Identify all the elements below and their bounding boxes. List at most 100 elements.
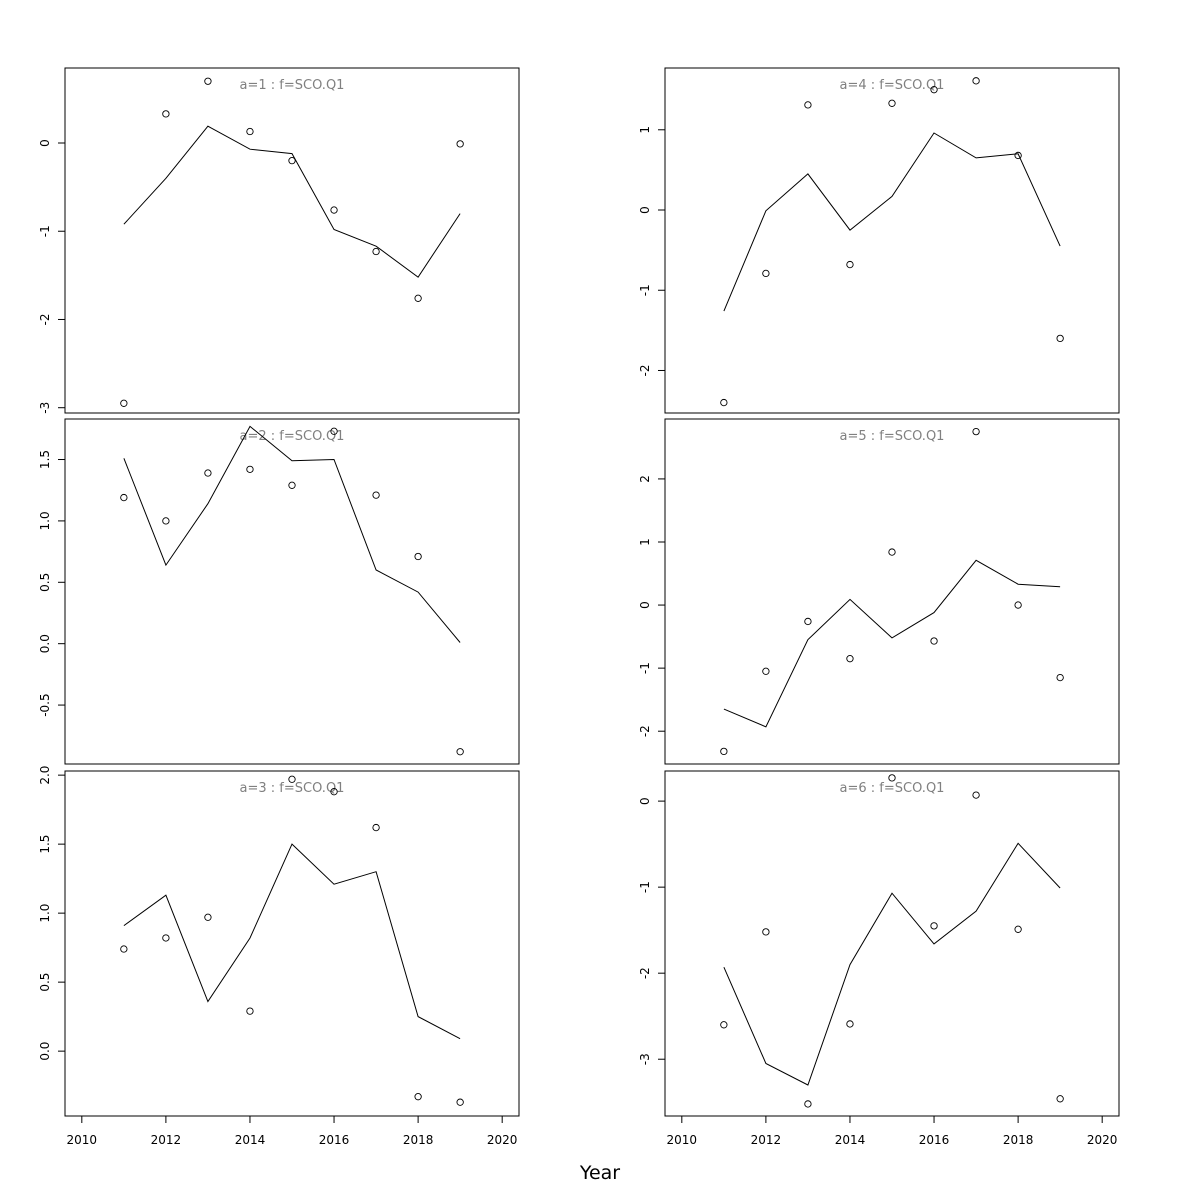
observed-point — [414, 294, 422, 302]
observed-point — [330, 206, 338, 214]
x-tick-label: 2014 — [235, 1133, 266, 1147]
fitted-line — [123, 425, 461, 643]
y-tick-label: -3 — [638, 1053, 652, 1065]
x-tick-label: 2020 — [487, 1133, 518, 1147]
observed-point — [1056, 673, 1064, 682]
y-tick-label: -2 — [638, 364, 652, 376]
observed-point — [330, 788, 338, 796]
x-tick-label: 2010 — [667, 1133, 698, 1147]
y-tick-label: 0.0 — [38, 634, 52, 653]
y-tick-label: 1 — [638, 538, 652, 546]
panel-title: a=1 : f=SCO.Q1 — [240, 78, 345, 93]
panel-title: a=4 : f=SCO.Q1 — [840, 78, 945, 93]
observed-point — [804, 617, 812, 626]
fitted-line — [723, 132, 1061, 312]
x-tick-label: 2018 — [403, 1133, 434, 1147]
y-tick-label: -2 — [38, 313, 52, 325]
observed-point — [246, 1007, 254, 1015]
observed-point — [414, 1093, 422, 1101]
panel-title: a=5 : f=SCO.Q1 — [840, 429, 945, 444]
y-tick-label: -1 — [38, 225, 52, 237]
x-tick-label: 2010 — [67, 1133, 98, 1147]
observed-point — [972, 791, 980, 799]
observed-point — [1056, 1095, 1064, 1103]
observed-point — [162, 517, 170, 525]
observed-point — [1056, 334, 1064, 343]
x-tick-label: 2020 — [1087, 1133, 1118, 1147]
observed-point — [288, 156, 296, 165]
y-tick-label: 0.5 — [38, 973, 52, 992]
y-tick-label: 0 — [638, 797, 652, 805]
y-tick-label: 0 — [38, 139, 52, 147]
y-tick-label: 2 — [638, 475, 652, 483]
observed-point — [888, 774, 896, 782]
panel-4: 1 0 -1 -2 a=4 : f=SCO.Q1 — [638, 67, 1120, 414]
observed-point — [204, 77, 212, 85]
observed-point — [846, 1020, 854, 1028]
observed-point — [930, 86, 938, 94]
y-tick-label: 0 — [638, 601, 652, 609]
fitted-line — [723, 559, 1061, 728]
y-tick-label: -1 — [638, 662, 652, 674]
observed-point — [888, 99, 896, 107]
observed-point — [930, 637, 938, 645]
fitted-line — [123, 843, 461, 1040]
observed-point — [414, 552, 422, 561]
observed-point — [120, 493, 128, 502]
y-tick-label: 1 — [638, 126, 652, 134]
panel-frame — [64, 67, 520, 414]
y-tick-label: 0 — [638, 206, 652, 214]
x-tick-label: 2016 — [319, 1133, 350, 1147]
observed-point — [846, 260, 854, 269]
observed-point — [804, 101, 812, 109]
observed-point — [456, 1098, 464, 1106]
x-axis-2: 2010 2012 2014 2016 2018 2020 — [667, 1115, 1118, 1147]
x-tick-label: 2016 — [919, 1133, 950, 1147]
observed-point — [204, 469, 212, 477]
x-tick-label: 2014 — [835, 1133, 866, 1147]
observed-point — [804, 1100, 812, 1108]
observed-point — [204, 913, 212, 921]
y-tick-label: -3 — [38, 402, 52, 414]
panel-title: a=3 : f=SCO.Q1 — [240, 781, 345, 796]
y-tick-label: -1 — [638, 881, 652, 893]
observed-point — [456, 140, 464, 148]
observed-point — [720, 398, 728, 407]
panel-2: 1.5 1.0 0.5 0.0 -0.5 a=2 : f=SCO.Q1 — [38, 418, 520, 765]
observed-point — [330, 427, 338, 435]
observed-point — [162, 110, 170, 118]
observed-point — [888, 548, 896, 556]
y-tick-label: 1.5 — [38, 835, 52, 854]
observed-point — [972, 77, 980, 85]
observed-point — [720, 1021, 728, 1029]
panel-frame — [664, 67, 1120, 414]
y-tick-label: 0.5 — [38, 573, 52, 592]
observed-point — [846, 655, 854, 663]
observed-point — [762, 667, 770, 675]
y-tick-label: 1.0 — [38, 904, 52, 923]
observed-point — [120, 399, 128, 407]
observed-point — [372, 823, 380, 832]
observed-point — [1014, 925, 1022, 933]
observed-point — [372, 247, 380, 256]
observed-point — [288, 775, 296, 783]
observed-point — [1014, 151, 1022, 160]
x-tick-label: 2018 — [1003, 1133, 1034, 1147]
panel-1: 0 -1 -2 -3 a=1 : f=SCO.Q1 — [38, 67, 520, 414]
panel-3: 2.0 1.5 1.0 0.5 0.0 a=3 : f=SCO.Q1 — [38, 766, 520, 1117]
fitted-line — [123, 125, 461, 278]
y-tick-label: -2 — [638, 967, 652, 979]
observed-point — [456, 748, 464, 756]
observed-point — [762, 928, 770, 936]
panel-title: a=6 : f=SCO.Q1 — [840, 781, 945, 796]
x-axis-1: 2010 2012 2014 2016 2018 2020 — [67, 1115, 518, 1147]
panel-frame — [64, 770, 520, 1117]
observed-point — [930, 922, 938, 930]
y-tick-label: -2 — [638, 725, 652, 737]
observed-point — [162, 934, 170, 942]
panel-frame — [64, 418, 520, 765]
panel-title: a=2 : f=SCO.Q1 — [240, 429, 345, 444]
observed-point — [1014, 601, 1022, 609]
observed-point — [246, 127, 254, 136]
